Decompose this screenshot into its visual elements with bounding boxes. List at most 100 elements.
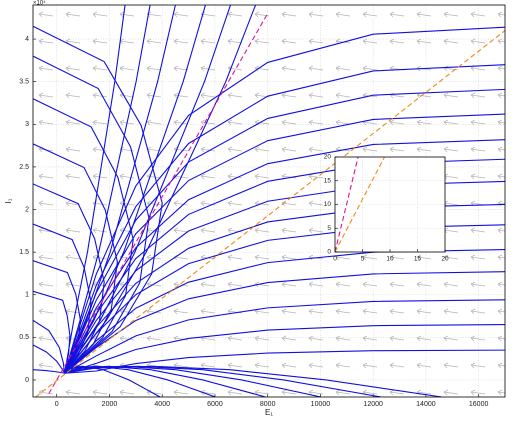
vector-arrow [200, 173, 216, 180]
trajectory [64, 64, 505, 374]
vector-arrow [416, 281, 432, 288]
vector-arrow [38, 254, 54, 261]
vector-arrow [227, 281, 243, 288]
y-tick-label: 3 [25, 121, 29, 128]
vector-arrow [200, 92, 216, 99]
vector-arrow [119, 335, 135, 342]
vector-arrow [470, 173, 486, 180]
y-axis-label: I₁ [4, 198, 13, 203]
x-tick-label: 14000 [416, 401, 436, 408]
x-tick-label: 20 [441, 256, 449, 263]
vector-arrow [281, 389, 297, 396]
trajectory [64, 88, 505, 374]
vector-arrow [389, 254, 405, 261]
reference-line [335, 157, 385, 252]
vector-arrow [254, 173, 270, 180]
vector-arrow [497, 38, 505, 45]
vector-arrow [227, 173, 243, 180]
vector-arrow [443, 362, 459, 369]
vector-arrow [65, 92, 81, 99]
vector-arrow [362, 38, 378, 45]
x-tick-label: 0 [55, 401, 59, 408]
vector-arrow [119, 173, 135, 180]
vector-arrow [227, 362, 243, 369]
vector-arrow [200, 38, 216, 45]
vector-arrow [362, 335, 378, 342]
vector-arrow [227, 254, 243, 261]
vector-arrow [92, 146, 108, 153]
vector-arrow [38, 65, 54, 72]
vector-arrow [119, 92, 135, 99]
y-tick-label: 0.5 [19, 334, 29, 341]
axes-frame [334, 156, 446, 253]
vector-arrow [470, 146, 486, 153]
vector-arrow [497, 92, 505, 99]
vector-arrow [38, 38, 54, 45]
vector-arrow [38, 281, 54, 288]
vector-arrow [362, 11, 378, 18]
vector-arrow [308, 92, 324, 99]
y-tick-label: 2 [25, 206, 29, 213]
y-tick-label: 0 [25, 377, 29, 384]
y-tick-label: 20 [324, 154, 332, 161]
vector-arrow [389, 146, 405, 153]
y-tick-label: 1 [25, 292, 29, 299]
vector-arrow [65, 146, 81, 153]
y-tick-label: 3.5 [19, 79, 29, 86]
vector-arrow [65, 227, 81, 234]
vector-arrow [227, 119, 243, 126]
vector-arrow [281, 119, 297, 126]
x-tick-label: 4000 [154, 401, 170, 408]
vector-arrow [443, 335, 459, 342]
vector-arrow [281, 92, 297, 99]
vector-arrow [38, 173, 54, 180]
y-tick-label: 10 [324, 201, 332, 208]
vector-arrow [443, 119, 459, 126]
vector-arrow [335, 308, 351, 315]
vector-arrow [470, 281, 486, 288]
vector-arrow [38, 335, 54, 342]
vector-arrow [443, 254, 459, 261]
vector-arrow [389, 281, 405, 288]
vector-arrow [38, 362, 54, 369]
trajectory [33, 98, 134, 374]
trajectory [64, 365, 442, 397]
vector-arrow [416, 38, 432, 45]
vector-arrow [92, 38, 108, 45]
vector-arrow [308, 362, 324, 369]
vector-arrow [254, 362, 270, 369]
vector-arrow [65, 119, 81, 126]
trajectory [64, 26, 505, 374]
vector-arrow [416, 146, 432, 153]
reference-line [48, 13, 269, 394]
vector-arrow [227, 11, 243, 18]
vector-arrow [227, 146, 243, 153]
y-tick-label: 2.5 [19, 164, 29, 171]
vector-arrow [200, 308, 216, 315]
vector-arrow [443, 92, 459, 99]
vector-arrow [65, 281, 81, 288]
vector-arrow [227, 38, 243, 45]
vector-arrow [65, 254, 81, 261]
vector-arrow [470, 38, 486, 45]
vector-arrow [38, 119, 54, 126]
vector-arrow [65, 65, 81, 72]
vector-arrow [497, 65, 505, 72]
y-tick-label: 1.5 [19, 249, 29, 256]
x-tick-label: 15 [414, 256, 422, 263]
vector-arrow [443, 281, 459, 288]
vector-arrow [146, 38, 162, 45]
vector-arrow [362, 254, 378, 261]
x-tick-label: 5 [361, 256, 365, 263]
vector-arrow [281, 254, 297, 261]
vector-arrow [470, 254, 486, 261]
vector-arrow [38, 227, 54, 234]
vector-arrow [416, 119, 432, 126]
vector-arrow [470, 92, 486, 99]
vector-arrow [497, 173, 505, 180]
x-tick-label: 2000 [102, 401, 118, 408]
trajectory [64, 5, 206, 374]
vector-arrow [200, 65, 216, 72]
vector-arrow [200, 281, 216, 288]
trajectory [33, 319, 66, 374]
